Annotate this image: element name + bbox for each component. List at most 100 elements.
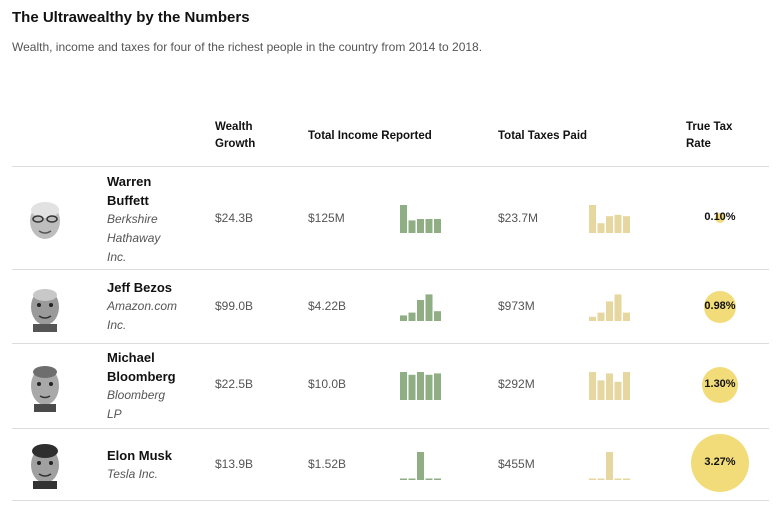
- tax-rate-value: 1.30%: [704, 378, 736, 390]
- tax-rate-bubble: [714, 212, 726, 224]
- tax-bar: [614, 294, 622, 321]
- income-value: $125M: [308, 211, 345, 225]
- income-sparkline: [400, 294, 441, 321]
- company-line: LP: [107, 407, 122, 421]
- taxes-value: $23.7M: [498, 211, 539, 225]
- income-bar: [417, 219, 424, 233]
- company-line: Hathaway: [107, 231, 161, 245]
- person-name: Jeff Bezos: [107, 278, 199, 297]
- tax-bar: [614, 381, 622, 400]
- tax-rate-value: 3.27%: [704, 456, 736, 468]
- taxes-sparkline: [589, 294, 630, 321]
- company-name: Berkshire Hathaway Inc.: [107, 210, 199, 267]
- tax-bar: [597, 380, 605, 400]
- avatar-photo: [31, 366, 59, 412]
- tax-bar: [589, 316, 596, 321]
- taxes-sparkline: [589, 452, 630, 480]
- income-bar: [408, 312, 416, 321]
- tax-bar: [606, 301, 613, 321]
- tax-bar: [589, 372, 596, 400]
- income-bar: [400, 205, 407, 233]
- tax-rate-bubble: [691, 434, 749, 492]
- tax-rate-cell: 1.30%: [690, 355, 750, 415]
- taxes-value: $455M: [498, 457, 535, 471]
- income-sparkline: [400, 205, 441, 233]
- avatar-photo: [30, 202, 60, 239]
- income-bar: [417, 300, 424, 321]
- income-bar: [425, 219, 433, 233]
- income-bar: [425, 478, 433, 480]
- person-name: Elon Musk: [107, 446, 199, 465]
- company-line: Amazon.com: [107, 299, 178, 313]
- row-divider: [12, 269, 769, 270]
- chart-title: The Ultrawealthy by the Numbers: [12, 9, 250, 26]
- company-line: Inc.: [107, 318, 127, 332]
- column-header-wealth-growth: Wealth Growth: [215, 119, 255, 153]
- income-bar: [434, 478, 441, 480]
- wealth-growth-value: $13.9B: [215, 457, 254, 471]
- tax-bar: [623, 478, 630, 480]
- tax-bar: [614, 478, 622, 480]
- tax-bar: [623, 216, 630, 233]
- company-name: Tesla Inc.: [107, 465, 199, 484]
- company-line: Bloomberg: [107, 388, 166, 402]
- person-name: Michael Bloomberg: [107, 348, 199, 386]
- tax-bar: [597, 312, 605, 321]
- tax-bar: [606, 373, 613, 400]
- name-line: Buffett: [107, 193, 149, 208]
- tax-bar: [606, 216, 613, 233]
- column-header-wealth-line2: Growth: [215, 138, 256, 150]
- column-header-rate-line2: Rate: [686, 138, 711, 150]
- avatar-photo: [31, 289, 59, 332]
- row-divider: [12, 343, 769, 344]
- income-bar: [408, 220, 416, 233]
- tax-rate-cell: 0.98%: [690, 277, 750, 337]
- income-bar: [400, 372, 407, 400]
- tax-bar: [606, 452, 613, 480]
- company-line: Berkshire: [107, 212, 158, 226]
- column-header-income: Total Income Reported: [308, 130, 432, 142]
- income-bar: [400, 478, 407, 480]
- income-bar: [434, 311, 441, 321]
- tax-bar: [589, 205, 596, 233]
- income-bar: [434, 373, 441, 400]
- tax-rate-value: 0.98%: [704, 300, 736, 312]
- income-sparkline: [400, 452, 441, 480]
- column-header-wealth-line1: Wealth: [215, 121, 253, 133]
- name-line: Jeff Bezos: [107, 280, 173, 295]
- tax-rate-bubble: [701, 366, 739, 404]
- income-bar: [408, 478, 416, 480]
- income-bar: [425, 294, 433, 321]
- person-name: Warren Buffett: [107, 172, 199, 210]
- name-line: Michael: [107, 350, 155, 365]
- income-value: $10.0B: [308, 377, 347, 391]
- row-divider: [12, 500, 769, 501]
- company-line: Tesla Inc.: [107, 467, 158, 481]
- wealth-growth-value: $22.5B: [215, 377, 254, 391]
- tax-bar: [614, 214, 622, 233]
- company-line: Inc.: [107, 250, 127, 264]
- column-header-rate-line1: True Tax: [686, 121, 733, 133]
- tax-bar: [589, 478, 596, 480]
- company-name: Bloomberg LP: [107, 386, 199, 424]
- wealth-growth-value: $24.3B: [215, 211, 254, 225]
- taxes-sparkline: [589, 205, 630, 233]
- tax-bar: [623, 372, 630, 400]
- chart-subtitle: Wealth, income and taxes for four of the…: [12, 40, 483, 54]
- row-divider: [12, 428, 769, 429]
- avatar-photo: [31, 444, 59, 489]
- column-header-taxes: Total Taxes Paid: [498, 130, 588, 142]
- tax-rate-bubble: [704, 291, 736, 323]
- tax-bar: [597, 223, 605, 233]
- income-value: $4.22B: [308, 299, 347, 313]
- income-sparkline: [400, 372, 441, 400]
- name-line: Elon Musk: [107, 448, 173, 463]
- header-divider: [12, 166, 769, 167]
- tax-rate-cell: 3.27%: [690, 433, 750, 493]
- income-bar: [434, 219, 441, 233]
- tax-rate-value: 0.10%: [704, 211, 736, 223]
- taxes-value: $973M: [498, 299, 535, 313]
- taxes-sparkline: [589, 372, 630, 400]
- income-bar: [408, 374, 416, 400]
- name-line: Warren: [107, 174, 152, 189]
